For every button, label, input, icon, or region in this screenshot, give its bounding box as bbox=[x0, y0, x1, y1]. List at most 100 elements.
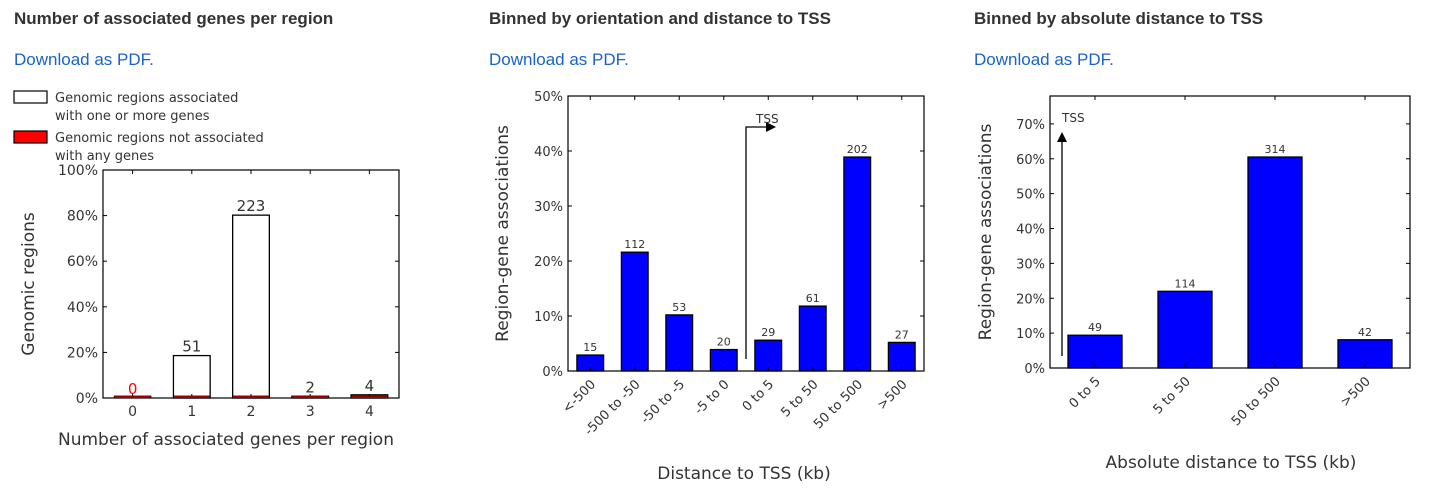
bar bbox=[1067, 334, 1123, 369]
bar-value-label: 112 bbox=[624, 238, 645, 251]
bar-value-label: 29 bbox=[761, 326, 775, 339]
bar-value-label: 20 bbox=[717, 336, 731, 349]
y-tick-label: 0% bbox=[1024, 362, 1045, 377]
y-axis-label: Region-gene associations bbox=[493, 125, 513, 342]
panel-title: Number of associated genes per region bbox=[14, 9, 334, 28]
panel-absolute-distance: Binned by absolute distance to TSS Downl… bbox=[974, 0, 1424, 488]
bar bbox=[231, 214, 271, 399]
x-tick-label: 0 to 5 bbox=[1066, 374, 1103, 411]
bar bbox=[887, 341, 916, 372]
panel-genes-per-region: Number of associated genes per region Do… bbox=[13, 0, 454, 488]
chart-absolute-distance: 0% 10% 20% 30% 40% 50% 60% 70% Region-gene assoc… bbox=[976, 95, 1411, 473]
legend-label: with one or more genes bbox=[55, 109, 210, 124]
bar-value-label: 61 bbox=[806, 292, 820, 305]
x-tick-label: >500 bbox=[875, 377, 911, 413]
bar bbox=[1157, 290, 1213, 369]
bar-value-label: 0 bbox=[128, 380, 138, 398]
y-tick-label: 20% bbox=[1016, 292, 1045, 307]
download-pdf-link[interactable]: Download as PDF. bbox=[14, 50, 154, 69]
x-tick-label: -50 to -5 bbox=[638, 377, 688, 427]
tss-arrow bbox=[745, 126, 768, 359]
y-tick-label: 20% bbox=[534, 255, 563, 270]
chart-orientation-distance: 0% 10% 20% 30% 40% 50% Region-gene association… bbox=[493, 90, 925, 484]
y-tick-label: 100% bbox=[58, 163, 98, 179]
panel-title: Binned by orientation and distance to TS… bbox=[489, 9, 831, 28]
legend-swatch-associated bbox=[13, 90, 48, 104]
bar-value-label: 314 bbox=[1265, 143, 1286, 156]
y-tick-label: 60% bbox=[1016, 153, 1045, 168]
y-tick-label: 40% bbox=[67, 300, 98, 316]
x-tick-label: 4 bbox=[365, 404, 374, 420]
plot-frame bbox=[1049, 95, 1411, 369]
bar-value-label: 49 bbox=[1088, 321, 1102, 334]
y-tick-label: 30% bbox=[534, 200, 563, 215]
chart-genes-per-region: 0% 20% 40% 60% 80% 100% Genomic regions Number … bbox=[13, 90, 400, 450]
y-tick-label: 30% bbox=[1016, 257, 1045, 272]
bar bbox=[843, 156, 872, 372]
x-tick-label: 3 bbox=[306, 404, 315, 420]
bar-value-label: 2 bbox=[305, 378, 315, 396]
bar bbox=[798, 305, 827, 372]
x-tick-label: 1 bbox=[187, 404, 196, 420]
bar bbox=[620, 251, 649, 372]
tss-arrowhead bbox=[1057, 132, 1067, 142]
panel-title: Binned by absolute distance to TSS bbox=[974, 9, 1264, 28]
y-tick-label: 0% bbox=[542, 365, 563, 380]
y-tick-label: 40% bbox=[534, 145, 563, 160]
x-tick-label: 50 to 500 bbox=[1229, 374, 1284, 429]
bar bbox=[172, 354, 211, 399]
bar-value-label: 51 bbox=[182, 338, 201, 356]
x-axis-label: Distance to TSS (kb) bbox=[657, 464, 830, 484]
x-axis-label: Number of associated genes per region bbox=[58, 430, 394, 450]
x-tick-label: <-500 bbox=[560, 377, 599, 416]
y-tick-label: 10% bbox=[1016, 327, 1045, 342]
x-axis-label: Absolute distance to TSS (kb) bbox=[1106, 453, 1357, 473]
bar-not-associated bbox=[173, 395, 211, 399]
tss-annotation: TSS bbox=[1061, 111, 1085, 125]
bar bbox=[754, 339, 783, 372]
bar-not-associated bbox=[291, 395, 329, 399]
y-tick-label: 80% bbox=[67, 209, 98, 225]
x-tick-label: 50 to 500 bbox=[811, 377, 866, 432]
bar bbox=[1337, 339, 1393, 369]
plot-frame bbox=[567, 95, 925, 372]
bar-value-label: 4 bbox=[365, 377, 375, 395]
y-axis-label: Region-gene associations bbox=[976, 124, 996, 341]
bar-value-label: 202 bbox=[847, 143, 868, 156]
bar-not-associated bbox=[113, 395, 152, 399]
legend-swatch-not-associated bbox=[13, 130, 48, 144]
x-tick-label: 2 bbox=[247, 404, 256, 420]
bar-not-associated bbox=[232, 395, 270, 399]
y-tick-label: 40% bbox=[1016, 223, 1045, 238]
x-tick-label: >500 bbox=[1338, 374, 1374, 410]
tss-annotation: TSS bbox=[755, 112, 779, 126]
bar-value-label: 223 bbox=[237, 197, 266, 215]
bar-value-label: 42 bbox=[1358, 326, 1372, 339]
bar-value-label: 15 bbox=[583, 341, 597, 354]
y-tick-label: 70% bbox=[1016, 118, 1045, 133]
panel-orientation-distance: Binned by orientation and distance to TS… bbox=[489, 0, 939, 488]
x-tick-label: 5 to 50 bbox=[1151, 374, 1194, 417]
y-tick-label: 10% bbox=[534, 310, 563, 325]
bar bbox=[665, 314, 694, 372]
bar-not-associated bbox=[350, 395, 389, 399]
tss-arrowhead bbox=[766, 122, 776, 132]
bar-value-label: 27 bbox=[895, 328, 909, 341]
download-pdf-link[interactable]: Download as PDF. bbox=[489, 50, 629, 69]
bar-value-label: 53 bbox=[672, 301, 686, 314]
y-tick-label: 50% bbox=[1016, 188, 1045, 203]
x-tick-label: 0 to 5 bbox=[740, 377, 777, 414]
y-tick-label: 0% bbox=[76, 391, 98, 407]
legend-label: Genomic regions associated bbox=[55, 91, 238, 106]
y-tick-label: 50% bbox=[534, 90, 563, 105]
y-tick-label: 60% bbox=[67, 254, 98, 270]
legend-label: Genomic regions not associated bbox=[55, 131, 264, 146]
x-tick-label: 5 to 50 bbox=[778, 377, 821, 420]
x-tick-label: -5 to 0 bbox=[692, 377, 733, 418]
download-pdf-link[interactable]: Download as PDF. bbox=[974, 50, 1114, 69]
bar bbox=[1247, 156, 1303, 369]
y-tick-label: 20% bbox=[67, 345, 98, 361]
bar-value-label: 114 bbox=[1175, 277, 1196, 290]
legend-label: with any genes bbox=[55, 149, 154, 164]
x-tick-label: 0 bbox=[128, 404, 137, 420]
